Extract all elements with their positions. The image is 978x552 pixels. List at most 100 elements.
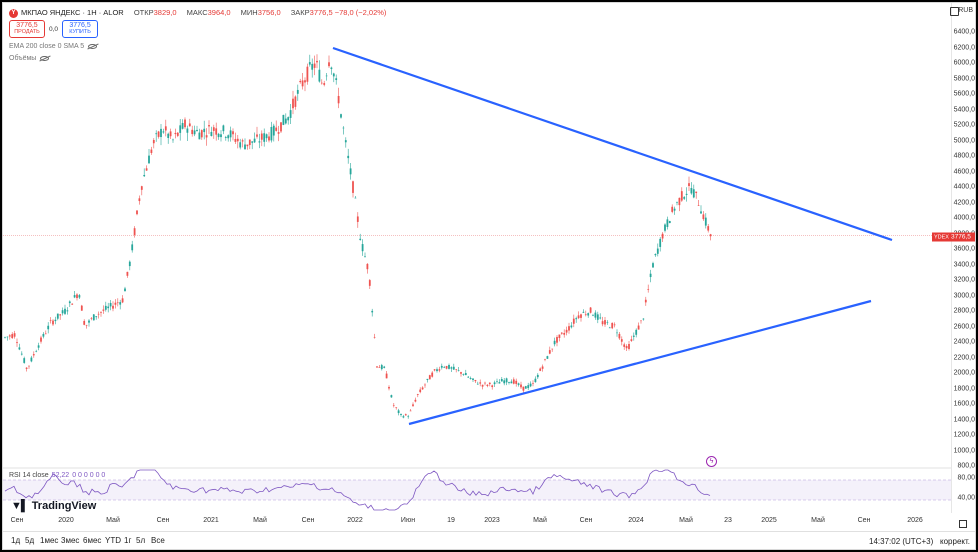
buy-button[interactable]: 3776,5 КУПИТЬ xyxy=(62,20,99,38)
time-axis[interactable]: Сен 2020 Май Сен 2021 Май Сен 2022 Июн 19 2023 Май С… xyxy=(3,515,951,529)
candle-body xyxy=(632,335,635,337)
candle-body xyxy=(215,128,218,135)
low-value: 3756,0 xyxy=(257,8,281,17)
candle-body xyxy=(673,208,676,211)
symbol-title[interactable]: МКПАО ЯНДЕКС · 1Н · ALOR xyxy=(21,8,124,17)
candle-body xyxy=(95,316,98,318)
candle-body xyxy=(347,155,350,159)
candle-body xyxy=(179,125,182,133)
range-button[interactable]: 1г xyxy=(124,536,132,545)
chart-area[interactable]: Y МКПАО ЯНДЕКС · 1Н · ALOR ОТКР3829,0 МАК… xyxy=(3,3,951,513)
candle-body xyxy=(388,386,390,389)
time-tick: Май xyxy=(106,517,120,524)
tradingview-logo[interactable]: ▼▌ TradingView xyxy=(11,500,96,512)
candle-body xyxy=(392,405,395,406)
tradingview-name: TradingView xyxy=(31,500,97,512)
correction-toggle[interactable]: коррект. xyxy=(940,537,970,546)
range-button[interactable]: 5л xyxy=(136,536,146,545)
candle-body xyxy=(160,128,162,138)
price-chart[interactable] xyxy=(3,3,951,513)
candle-body xyxy=(534,378,537,383)
rsi-tick: 80,00 xyxy=(957,474,975,482)
candle-body xyxy=(44,333,47,335)
range-button[interactable]: 1д xyxy=(11,536,21,545)
candle-body xyxy=(212,127,215,131)
volume-indicator[interactable]: Объёмы xyxy=(9,55,50,62)
rsi-name: RSI 14 close xyxy=(9,472,49,479)
candle-body xyxy=(42,333,45,337)
candle-body xyxy=(121,298,124,303)
candle-body xyxy=(520,384,522,388)
candle-body xyxy=(556,337,558,343)
candle-body xyxy=(71,303,74,305)
candle-body xyxy=(30,357,33,362)
candle-body xyxy=(172,139,174,141)
symbol-legend[interactable]: Y МКПАО ЯНДЕКС · 1Н · ALOR ОТКР3829,0 МАК… xyxy=(9,8,386,18)
range-button[interactable]: Все xyxy=(151,536,165,545)
change-value: −78,0 (−2,02%) xyxy=(334,8,387,17)
time-tick: Сен xyxy=(301,517,315,524)
sell-button[interactable]: 3776,5 ПРОДАТЬ xyxy=(9,20,45,38)
candle-body xyxy=(152,140,155,144)
clock[interactable]: 14:37:02 (UTC+3) xyxy=(869,537,934,546)
time-tick: 2023 xyxy=(484,517,500,524)
range-button[interactable]: YTD xyxy=(105,536,121,545)
candle-body xyxy=(448,364,450,369)
rsi-legend[interactable]: RSI 14 close 52,22 0 0 0 0 0 0 xyxy=(9,472,105,479)
candle-body xyxy=(85,324,88,326)
eye-hidden-icon[interactable] xyxy=(40,55,50,61)
currency-label[interactable]: RUB xyxy=(958,7,973,14)
settings-gear-icon[interactable] xyxy=(959,520,967,528)
rsi-tick: 40,00 xyxy=(957,494,975,502)
candle-body xyxy=(18,347,21,350)
candle-body xyxy=(692,189,695,198)
candle-body xyxy=(205,135,208,138)
settings-square-icon[interactable] xyxy=(950,7,959,16)
candle-body xyxy=(611,322,614,329)
candle-body xyxy=(311,63,314,70)
price-axis[interactable]: RUB 6400,0 6200,0 6000,0 5800,0 5600,0 5400,0… xyxy=(950,3,975,513)
price-tick: 1000,0 xyxy=(953,447,975,454)
candle-body xyxy=(236,138,239,142)
time-tick: 2020 xyxy=(58,517,74,524)
candle-body xyxy=(150,149,153,153)
candle-body xyxy=(690,187,693,194)
lightning-icon[interactable]: ϟ xyxy=(706,456,717,467)
range-button[interactable]: 6мес xyxy=(83,536,102,545)
candle-body xyxy=(359,238,362,240)
candle-body xyxy=(414,399,417,402)
range-button[interactable]: 1мес xyxy=(40,536,59,545)
candle-body xyxy=(551,348,554,350)
candle-body xyxy=(320,82,323,84)
candle-body xyxy=(484,382,486,384)
candle-body xyxy=(539,368,542,371)
rsi-zeros: 0 0 0 0 0 0 xyxy=(72,472,106,479)
candle-body xyxy=(61,310,64,314)
price-tick: 1600,0 xyxy=(953,400,975,408)
buy-label: КУПИТЬ xyxy=(69,29,91,35)
candle-body xyxy=(440,365,443,368)
high-label: МАКС xyxy=(186,8,208,17)
candle-body xyxy=(13,333,16,337)
candle-body xyxy=(445,365,448,369)
candle-body xyxy=(277,132,280,134)
candle-body xyxy=(208,125,210,127)
candle-body xyxy=(407,416,410,418)
eye-hidden-icon[interactable] xyxy=(88,43,98,49)
candle-body xyxy=(76,294,78,299)
candle-body xyxy=(164,126,167,131)
candle-body xyxy=(138,198,141,202)
candle-body xyxy=(412,404,414,406)
candle-body xyxy=(258,141,261,143)
candle-body xyxy=(66,310,69,312)
ema-indicator[interactable]: EMA 200 close 0 SMA 5 xyxy=(9,43,98,50)
close-label: ЗАКР xyxy=(290,8,310,17)
candle-body xyxy=(272,125,275,136)
candle-body xyxy=(532,383,534,384)
range-button[interactable]: 3мес xyxy=(61,536,80,545)
range-button[interactable]: 5д xyxy=(25,536,35,545)
candle-body xyxy=(148,155,150,164)
last-price-symbol: YDEX xyxy=(934,234,949,241)
candle-body xyxy=(601,321,604,325)
price-tick: 4600,0 xyxy=(953,168,975,175)
